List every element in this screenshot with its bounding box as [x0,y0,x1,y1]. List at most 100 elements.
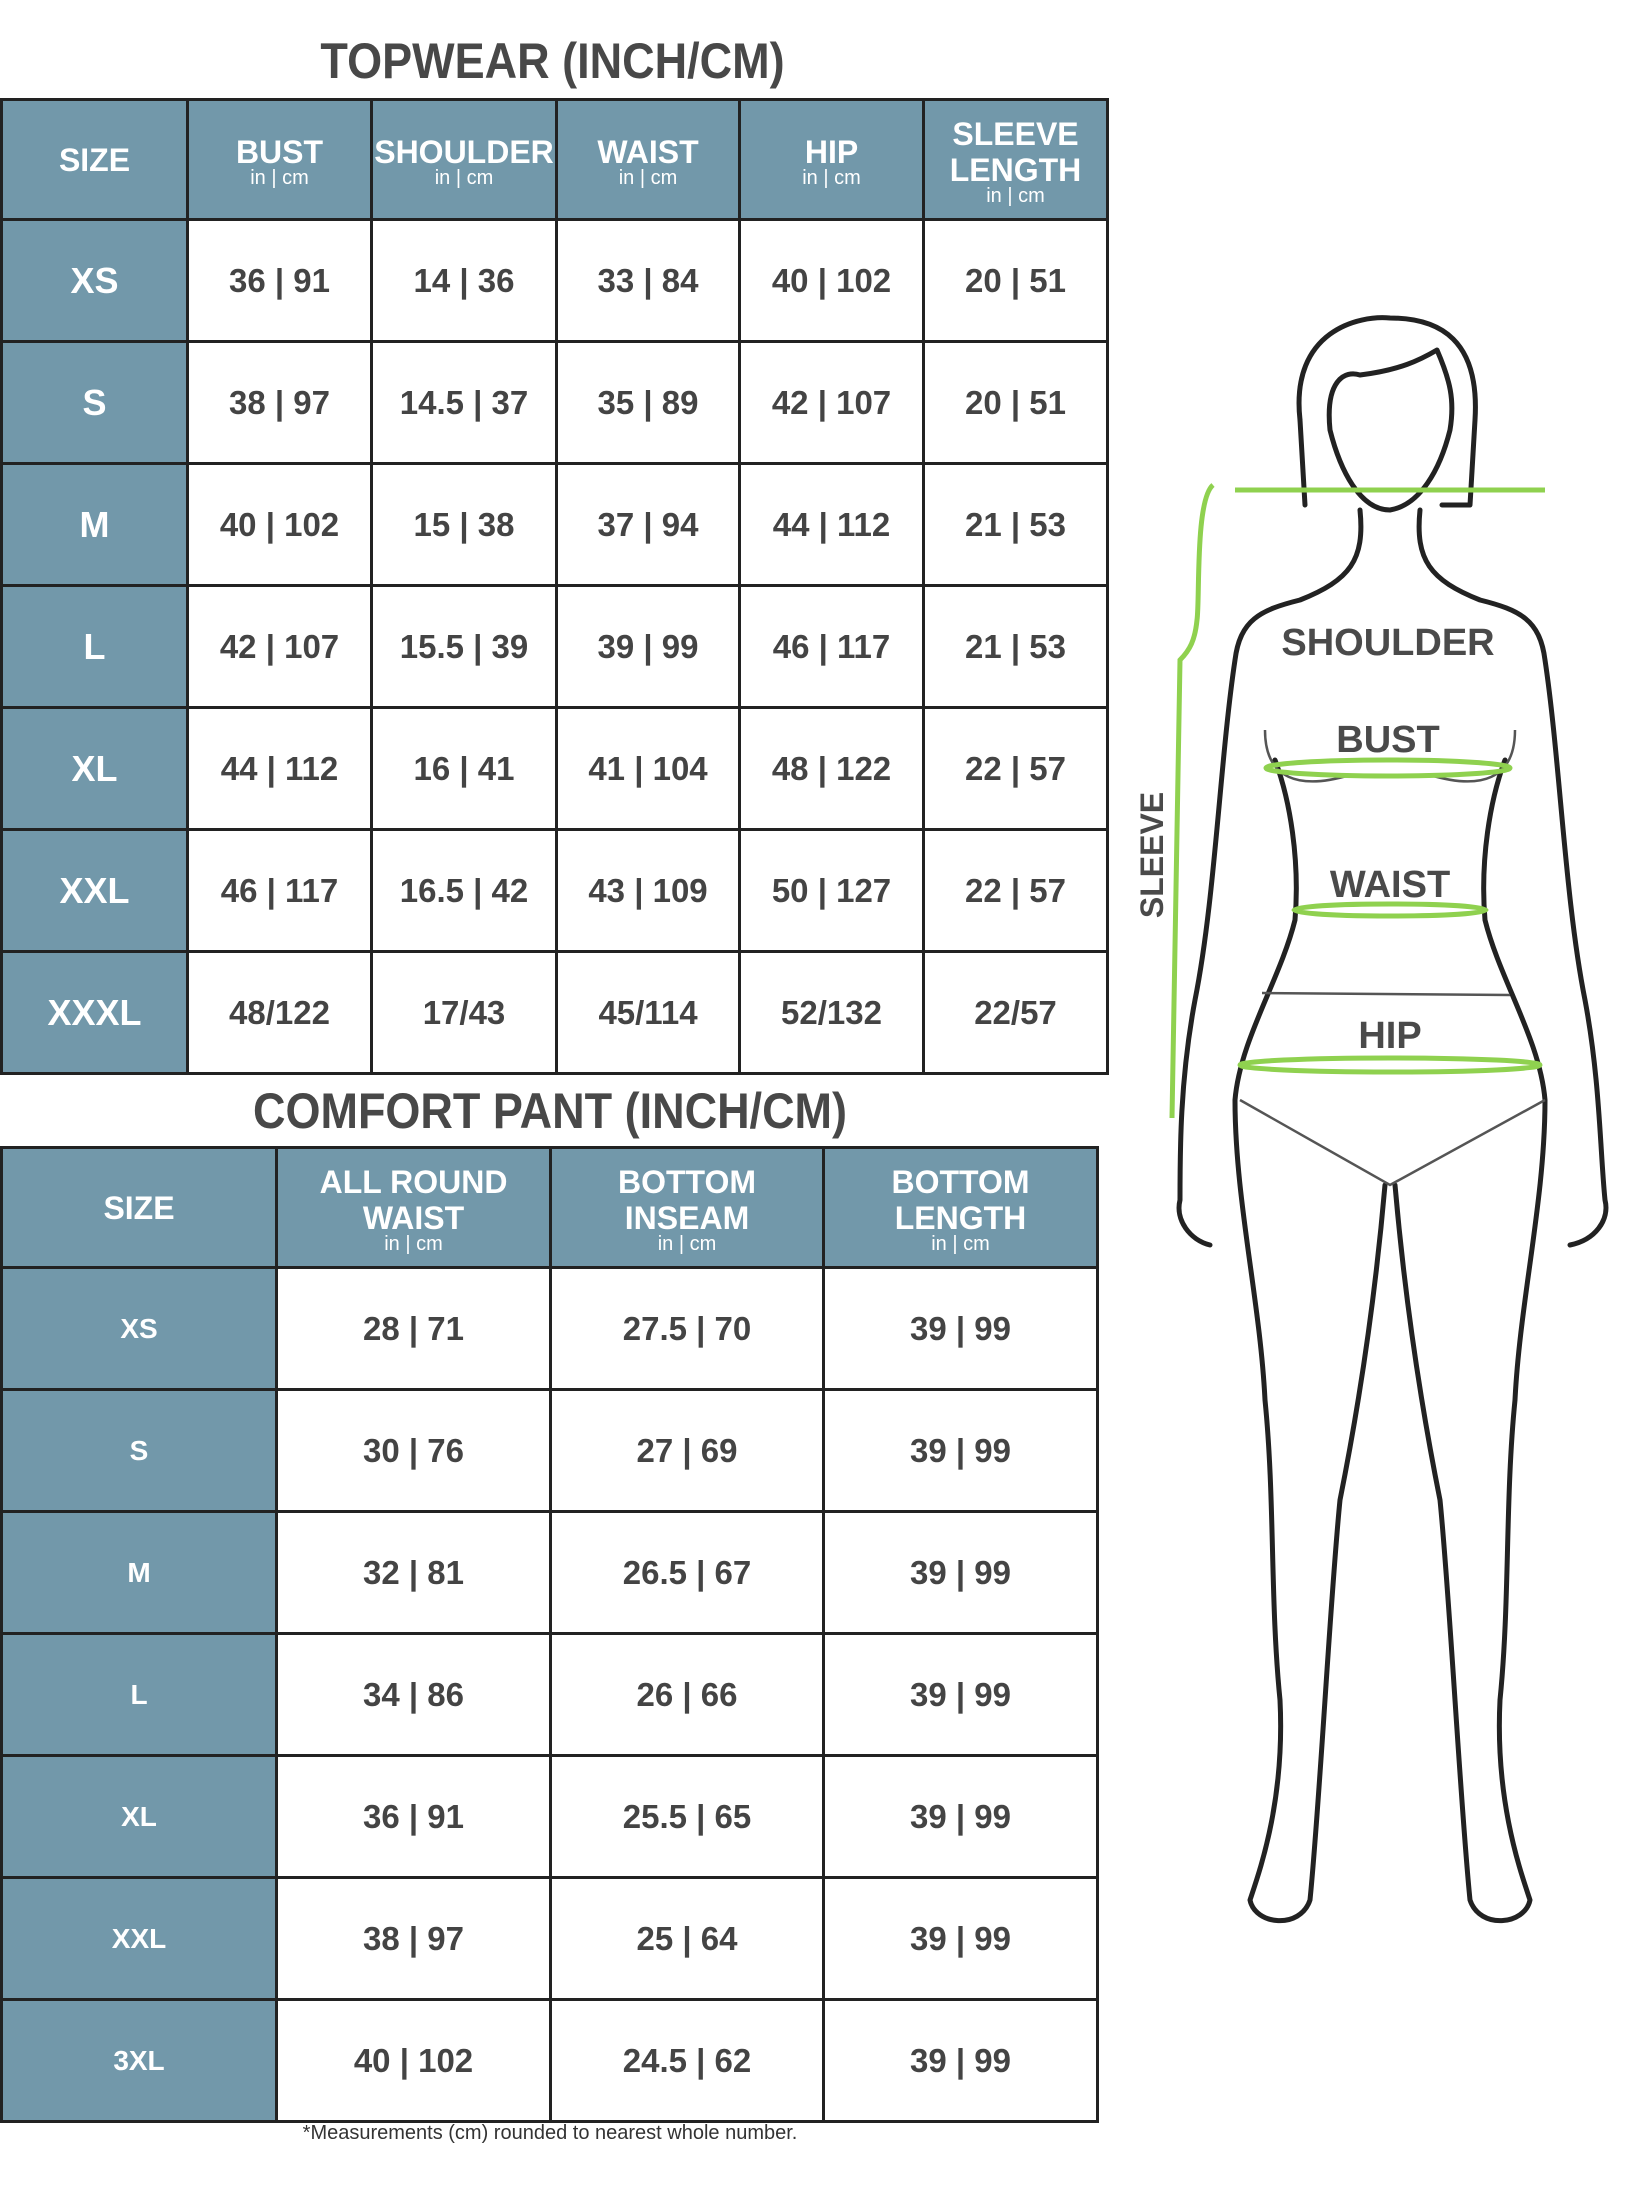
measurement-cell: 42 | 107 [186,584,373,709]
header-label: BOTTOM LENGTH [891,1163,1030,1236]
measurement-cell: 39 | 99 [555,584,741,709]
shoulder-label: SHOULDER [1281,622,1494,664]
header-row: SIZE BUST in | cm SHOULDER in | cm WAIST in | … [0,98,1109,221]
measurement-cell: 39 | 99 [822,1266,1099,1391]
size-cell: L [0,1632,278,1757]
table-row: XXL 46 | 117 16.5 | 42 43 | 109 50 | 127 22 |… [0,828,1109,953]
measurement-cell: 17/43 [370,950,558,1075]
table-row: S 30 | 76 27 | 69 39 | 99 [0,1388,1099,1513]
measurement-cell: 48/122 [186,950,373,1075]
header-label: SIZE [103,1189,175,1226]
measurement-cell: 32 | 81 [275,1510,552,1635]
measurement-cell: 25 | 64 [549,1876,825,2001]
column-header: BUST in | cm [186,98,373,221]
unit-label: in | cm [434,166,494,189]
measurement-cell: 39 | 99 [822,1876,1099,2001]
unit-label: in | cm [931,1232,990,1255]
measurement-cell: 14 | 36 [370,218,558,343]
unit-label: in | cm [657,1232,717,1255]
table-row: L 34 | 86 26 | 66 39 | 99 [0,1632,1099,1757]
header-label: BUST [235,133,324,170]
table-row: XS 28 | 71 27.5 | 70 39 | 99 [0,1266,1099,1391]
header-label: SIZE [58,141,131,178]
measurement-cell: 36 | 91 [186,218,373,343]
measurement-cell: 40 | 102 [738,218,925,343]
column-header: SIZE [0,1146,278,1269]
measurement-lines [1169,483,1545,1119]
size-cell: XL [0,1754,278,1879]
measurement-cell: 34 | 86 [275,1632,552,1757]
measurement-cell: 26.5 | 67 [549,1510,825,1635]
table-row: XXXL 48/122 17/43 45/114 52/132 22/57 [0,950,1109,1075]
measurement-cell: 50 | 127 [738,828,925,953]
measurement-cell: 27.5 | 70 [549,1266,825,1391]
measurement-cell: 20 | 51 [922,340,1109,465]
header-label: HIP [804,133,859,170]
measurement-cell: 40 | 102 [186,462,373,587]
measurement-cell: 43 | 109 [555,828,741,953]
column-header: BOTTOM INSEAM in | cm [549,1146,825,1269]
unit-label: in | cm [618,166,678,189]
size-cell: S [0,1388,278,1513]
header-label: BOTTOM INSEAM [617,1163,757,1236]
measurement-cell: 48 | 122 [738,706,925,831]
measurement-cell: 46 | 117 [186,828,373,953]
measurement-cell: 38 | 97 [186,340,373,465]
size-cell: M [0,1510,278,1635]
measurement-cell: 22/57 [922,950,1109,1075]
measurement-cell: 15.5 | 39 [370,584,558,709]
table-row: XXL 38 | 97 25 | 64 39 | 99 [0,1876,1099,2001]
table-row: XL 36 | 91 25.5 | 65 39 | 99 [0,1754,1099,1879]
measurement-cell: 20 | 51 [922,218,1109,343]
column-header: SHOULDER in | cm [370,98,558,221]
table-row: 3XL 40 | 102 24.5 | 62 39 | 99 [0,1998,1099,2123]
unit-label: in | cm [250,166,309,189]
bust-label: BUST [1336,719,1439,761]
unit-label: in | cm [986,184,1045,207]
measurement-cell: 27 | 69 [549,1388,825,1513]
measurement-cell: 52/132 [738,950,925,1075]
sleeve-label: SLEEVE [1134,792,1170,918]
measurement-cell: 33 | 84 [555,218,741,343]
size-cell: XS [0,218,189,343]
column-header: HIP in | cm [738,98,925,221]
size-cell: XXL [0,1876,278,2001]
table-row: L 42 | 107 15.5 | 39 39 | 99 46 | 117 21 | 53 [0,584,1109,709]
size-cell: M [0,462,189,587]
measurement-cell: 44 | 112 [186,706,373,831]
unit-label: in | cm [384,1232,443,1255]
topwear-title: TOPWEAR (INCH/CM) [320,33,785,89]
header-label: ALL ROUND WAIST [319,1163,508,1236]
size-cell: XS [0,1266,278,1391]
waist-label: WAIST [1330,864,1450,906]
measurement-cell: 38 | 97 [275,1876,552,2001]
measurement-cell: 39 | 99 [822,1754,1099,1879]
table-row: XS 36 | 91 14 | 36 33 | 84 40 | 102 20 | 51 [0,218,1109,343]
table-row: XL 44 | 112 16 | 41 41 | 104 48 | 122 22 | 57 [0,706,1109,831]
measurement-cell: 37 | 94 [555,462,741,587]
header-label: SLEEVE LENGTH [949,115,1082,188]
measurement-cell: 25.5 | 65 [549,1754,825,1879]
measurement-cell: 41 | 104 [555,706,741,831]
measurement-cell: 16.5 | 42 [370,828,558,953]
measurement-cell: 28 | 71 [275,1266,552,1391]
measurement-cell: 30 | 76 [275,1388,552,1513]
column-header: SIZE [0,98,189,221]
measurement-cell: 26 | 66 [549,1632,825,1757]
column-header: BOTTOM LENGTH in | cm [822,1146,1099,1269]
hip-label: HIP [1358,1015,1421,1057]
table-row: M 40 | 102 15 | 38 37 | 94 44 | 112 21 | 53 [0,462,1109,587]
unit-label: in | cm [802,166,861,189]
size-cell: S [0,340,189,465]
header-label: SHOULDER [374,133,554,170]
measurement-cell: 39 | 99 [822,1510,1099,1635]
measurement-cell: 39 | 99 [822,1632,1099,1757]
size-cell: XL [0,706,189,831]
body-outline-icon [1176,315,1609,1924]
measurement-cell: 16 | 41 [370,706,558,831]
footnote: *Measurements (cm) rounded to nearest wh… [302,2122,798,2144]
table-row: M 32 | 81 26.5 | 67 39 | 99 [0,1510,1099,1635]
column-header: SLEEVE LENGTH in | cm [922,98,1109,221]
measurement-cell: 22 | 57 [922,828,1109,953]
